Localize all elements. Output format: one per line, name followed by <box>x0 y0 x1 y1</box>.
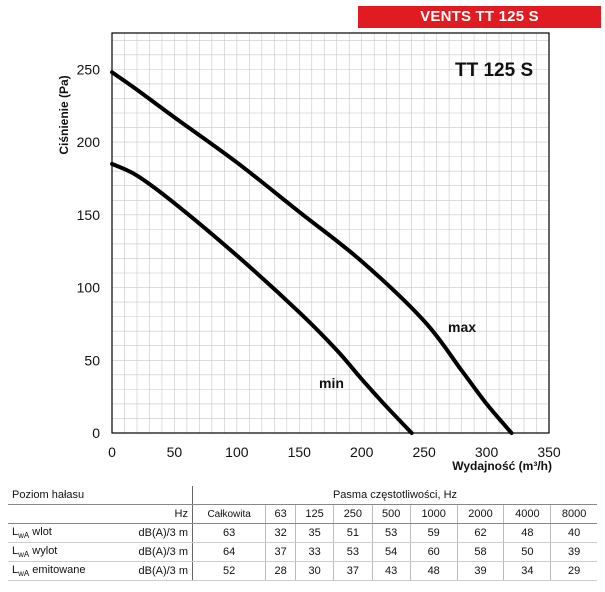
curve-max <box>110 70 514 435</box>
table-row: LwA wylot dB(A)/3 m 64 37 33 53 54 60 58 50 39 <box>8 542 597 562</box>
table-cell: 53 <box>372 523 411 543</box>
table-cell: 40 <box>550 523 597 543</box>
table-cell: 64 <box>192 542 267 562</box>
table-cell: 63 <box>192 523 267 543</box>
y-tick-label: 150 <box>77 207 101 223</box>
table-row: LwA wlot dB(A)/3 m 63 32 35 51 53 59 62 48 40 <box>8 523 597 543</box>
table-cell: 60 <box>410 542 458 562</box>
table-cell: 50 <box>503 542 552 562</box>
table-cell: 53 <box>333 542 373 562</box>
x-axis-label: Wydajność (m³/h) <box>452 459 552 473</box>
table-cell: 58 <box>457 542 505 562</box>
freq-unit-header: Hz <box>114 504 193 524</box>
table-cell: 39 <box>550 542 597 562</box>
column-header: Całkowita <box>192 504 267 524</box>
column-header: 125 <box>295 504 335 524</box>
x-tick-label: 0 <box>108 444 116 460</box>
table-cell: 48 <box>503 523 552 543</box>
table-cell: 51 <box>333 523 373 543</box>
noise-level-table: Poziom hałasu Pasma częstotliwości, Hz Hz C… <box>8 486 597 581</box>
table-title-row: Poziom hałasu Pasma częstotliwości, Hz <box>8 486 597 505</box>
table-cell: 48 <box>410 561 458 581</box>
table-cell: 52 <box>192 561 267 581</box>
table-cell: 30 <box>295 561 335 581</box>
curve-label-min: min <box>319 375 344 391</box>
x-tick-label: 200 <box>350 444 374 460</box>
row-unit: dB(A)/3 m <box>114 542 193 562</box>
column-header: 63 <box>265 504 296 524</box>
table-title-spacer <box>114 486 193 505</box>
column-header: 2000 <box>457 504 505 524</box>
table-cell: 43 <box>372 561 411 581</box>
brand-banner: VENTS TT 125 S <box>358 6 601 28</box>
table-cell: 37 <box>265 542 296 562</box>
table-cell: 62 <box>457 523 505 543</box>
table-header-row: Hz Całkowita 63 125 250 500 1000 2000 4000 8000 <box>8 504 597 524</box>
bands-title: Pasma częstotliwości, Hz <box>192 486 597 505</box>
table-cell: 35 <box>295 523 335 543</box>
header-label-spacer <box>8 504 114 524</box>
y-tick-label: 0 <box>92 425 100 441</box>
column-header: 1000 <box>410 504 458 524</box>
table-cell: 54 <box>372 542 411 562</box>
table-row: LwA emitowane dB(A)/3 m 52 28 30 37 43 48 39 34 29 <box>8 561 597 581</box>
table-cell: 39 <box>457 561 505 581</box>
table-cell: 59 <box>410 523 458 543</box>
y-tick-label: 200 <box>77 134 101 150</box>
y-tick-label: 100 <box>77 280 101 296</box>
table-cell: 28 <box>265 561 296 581</box>
column-header: 500 <box>372 504 411 524</box>
table-title: Poziom hałasu <box>8 486 114 505</box>
table-cell: 32 <box>265 523 296 543</box>
row-label: LwA wylot <box>8 542 114 562</box>
column-header: 8000 <box>550 504 597 524</box>
row-label: LwA emitowane <box>8 561 114 581</box>
curve-min <box>110 161 414 435</box>
chart-model-label: TT 125 S <box>455 60 533 81</box>
plot-frame <box>111 32 550 434</box>
chart-curves <box>110 70 514 435</box>
table-cell: 33 <box>295 542 335 562</box>
x-tick-label: 150 <box>288 444 312 460</box>
table-cell: 37 <box>333 561 373 581</box>
x-tick-label: 100 <box>225 444 249 460</box>
row-unit: dB(A)/3 m <box>114 523 193 543</box>
y-axis-label: Ciśnienie (Pa) <box>57 75 71 154</box>
x-tick-label: 300 <box>475 444 499 460</box>
chart-grid <box>112 33 549 433</box>
chart-ticks: 0 50 100 150 200 250 300 350 0 50 100 150 200 250 <box>77 61 561 460</box>
x-tick-label: 350 <box>537 444 561 460</box>
column-header: 250 <box>333 504 373 524</box>
y-tick-label: 250 <box>77 61 101 77</box>
row-label: LwA wlot <box>8 523 114 543</box>
curve-label-max: max <box>448 319 476 335</box>
x-tick-label: 50 <box>167 444 183 460</box>
row-unit: dB(A)/3 m <box>114 561 193 581</box>
fan-performance-chart: 0 50 100 150 200 250 300 350 0 50 100 150 200 250 TT … <box>57 32 561 473</box>
x-tick-label: 250 <box>412 444 436 460</box>
table-cell: 29 <box>550 561 597 581</box>
y-tick-label: 50 <box>84 352 100 368</box>
table-cell: 34 <box>503 561 552 581</box>
column-header: 4000 <box>503 504 552 524</box>
